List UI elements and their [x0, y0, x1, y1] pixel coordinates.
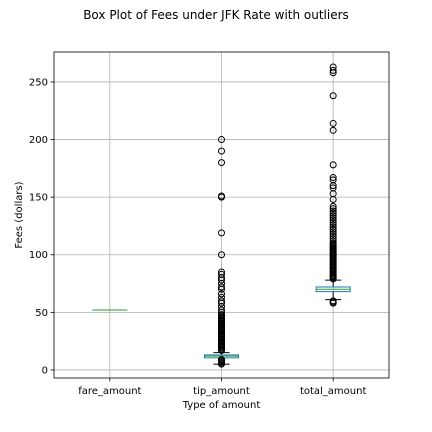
- x-tick-label: fare_amount: [78, 386, 141, 397]
- outlier-point: [218, 229, 225, 237]
- x-tick-label: total_amount: [300, 386, 367, 397]
- outlier-point: [218, 251, 225, 259]
- outlier-point: [329, 232, 337, 240]
- outlier-point: [218, 297, 225, 305]
- chart-title: Box Plot of Fees under JFK Rate with out…: [83, 8, 349, 22]
- outlier-point: [329, 235, 337, 243]
- outlier-point: [329, 214, 337, 222]
- y-tick-label: 200: [29, 135, 48, 146]
- y-tick-label: 250: [29, 77, 48, 88]
- y-axis-label: Fees (dollars): [14, 181, 25, 248]
- outlier-point: [329, 297, 337, 305]
- outlier-point: [218, 356, 225, 364]
- y-tick-label: 150: [29, 193, 48, 204]
- outlier-point: [329, 63, 337, 71]
- outlier-point: [329, 218, 337, 226]
- outlier-point: [329, 202, 337, 210]
- box-group-total-amount: [315, 63, 351, 307]
- outlier-point: [329, 205, 337, 213]
- outlier-point: [218, 306, 225, 314]
- outlier-point: [329, 230, 337, 238]
- x-axis-label: Type of amount: [182, 400, 261, 411]
- outlier-point: [218, 159, 225, 167]
- x-tick-label: tip_amount: [193, 386, 250, 397]
- outlier-point: [218, 293, 225, 301]
- outlier-point: [329, 161, 337, 169]
- outlier-point: [218, 290, 225, 298]
- outlier-point: [329, 126, 337, 134]
- outlier-point: [329, 212, 337, 220]
- y-tick-label: 100: [29, 250, 48, 261]
- outlier-point: [329, 119, 337, 127]
- boxes-layer: [92, 63, 351, 368]
- outlier-point: [329, 209, 337, 217]
- y-tick-label: 50: [35, 308, 48, 319]
- box-group-tip-amount: [204, 136, 239, 368]
- outlier-point: [329, 176, 337, 184]
- y-tick-label: 0: [42, 365, 48, 376]
- outlier-point: [329, 207, 337, 215]
- outlier-point: [218, 268, 225, 276]
- outlier-point: [329, 66, 337, 74]
- outlier-point: [218, 136, 225, 144]
- outlier-point: [329, 216, 337, 224]
- outlier-point: [218, 283, 225, 291]
- outlier-point: [329, 237, 337, 245]
- outlier-point: [329, 221, 337, 229]
- outlier-point: [329, 174, 337, 182]
- outlier-point: [329, 223, 337, 231]
- outlier-point: [329, 228, 337, 236]
- ticks-layer: 0 50 100 150 200 250 fare_amount tip_amount tota…: [29, 77, 367, 397]
- outlier-point: [329, 225, 337, 233]
- outlier-point: [218, 147, 225, 155]
- outlier-point: [218, 192, 225, 200]
- outlier-point: [218, 311, 225, 319]
- outlier-point: [329, 184, 337, 192]
- outlier-point: [329, 239, 337, 247]
- outlier-point: [329, 92, 337, 100]
- outlier-point: [218, 270, 225, 278]
